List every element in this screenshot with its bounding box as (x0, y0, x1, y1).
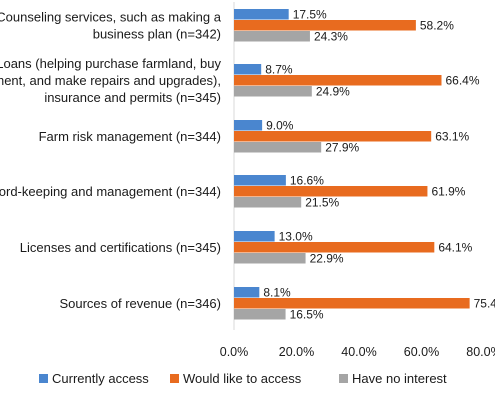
legend-label: Currently access (52, 371, 149, 386)
data-label: 64.1% (438, 240, 472, 254)
data-label: 24.9% (316, 84, 350, 98)
data-label: 13.0% (279, 229, 313, 243)
legend-swatch (39, 374, 48, 383)
data-label: 24.3% (314, 29, 348, 43)
bar-currently-access-0 (234, 9, 289, 20)
data-label: 21.5% (305, 195, 339, 209)
bar-currently-access-2 (234, 120, 263, 131)
legend-item-have-no-interest: Have no interest (339, 371, 447, 386)
bar-would-like-to-access-3 (234, 186, 428, 197)
data-label: 66.4% (446, 73, 480, 87)
bar-have-no-interest-5 (234, 309, 286, 320)
bar-have-no-interest-3 (234, 197, 302, 208)
legend-item-would-like-to-access: Would like to access (170, 371, 302, 386)
data-label: 27.9% (325, 140, 359, 154)
x-tick-label: 20.0% (279, 345, 314, 359)
labels-layer: 17.5% 8.7% 9.0% 16.6% 13.0% 8.1% 58.2% 66.4% 63.… (263, 7, 495, 321)
legend-item-currently-access: Currently access (39, 371, 149, 386)
category-label: Record-keeping and management (n=344) (0, 184, 221, 199)
category-label: business plan (n=342) (93, 26, 221, 41)
data-label: 16.5% (290, 307, 324, 321)
legend-label: Would like to access (183, 371, 302, 386)
bar-have-no-interest-2 (234, 142, 322, 153)
data-label: 61.9% (431, 184, 465, 198)
data-label: 22.9% (310, 251, 344, 265)
bar-would-like-to-access-4 (234, 242, 435, 253)
bar-would-like-to-access-2 (234, 131, 432, 142)
bar-currently-access-1 (234, 64, 262, 75)
bar-have-no-interest-4 (234, 253, 306, 264)
x-tick-label: 60.0% (404, 345, 439, 359)
legend-swatch (170, 374, 179, 383)
x-tick-label: 0.0% (220, 345, 249, 359)
legend-label: Have no interest (352, 371, 447, 386)
data-label: 8.7% (265, 62, 293, 76)
category-label: insurance and permits (n=345) (44, 90, 221, 105)
category-label: Farm risk management (n=344) (39, 129, 221, 144)
x-tick-label: 80.0% (466, 345, 495, 359)
category-label: Licenses and certifications (n=345) (20, 240, 221, 255)
bar-currently-access-4 (234, 231, 275, 242)
data-label: 75.4% (474, 296, 495, 310)
bar-currently-access-3 (234, 175, 286, 186)
data-label: 17.5% (293, 7, 327, 21)
category-label: Sources of revenue (n=346) (59, 296, 221, 311)
bar-would-like-to-access-1 (234, 75, 442, 86)
bar-would-like-to-access-5 (234, 298, 470, 309)
data-label: 58.2% (420, 18, 454, 32)
legend-swatch (339, 374, 348, 383)
categories-layer: Counseling services, such as making a bus… (0, 9, 222, 311)
data-label: 8.1% (263, 285, 291, 299)
category-label: equipment, and make repairs and upgrades… (0, 73, 221, 88)
category-label: Loans (helping purchase farmland, buy (0, 56, 221, 71)
data-label: 16.6% (290, 173, 324, 187)
data-label: 9.0% (266, 118, 294, 132)
bar-have-no-interest-0 (234, 31, 310, 42)
bars-layer (234, 9, 470, 320)
legend: Currently access Would like to access Have… (39, 371, 447, 386)
bar-currently-access-5 (234, 287, 260, 298)
data-label: 63.1% (435, 129, 469, 143)
ticks-layer: 0.0% 20.0% 40.0% 60.0% 80.0% (220, 345, 495, 359)
bar-have-no-interest-1 (234, 86, 312, 97)
x-tick-label: 40.0% (341, 345, 376, 359)
category-label: Counseling services, such as making a (0, 9, 222, 24)
bar-would-like-to-access-0 (234, 20, 416, 31)
